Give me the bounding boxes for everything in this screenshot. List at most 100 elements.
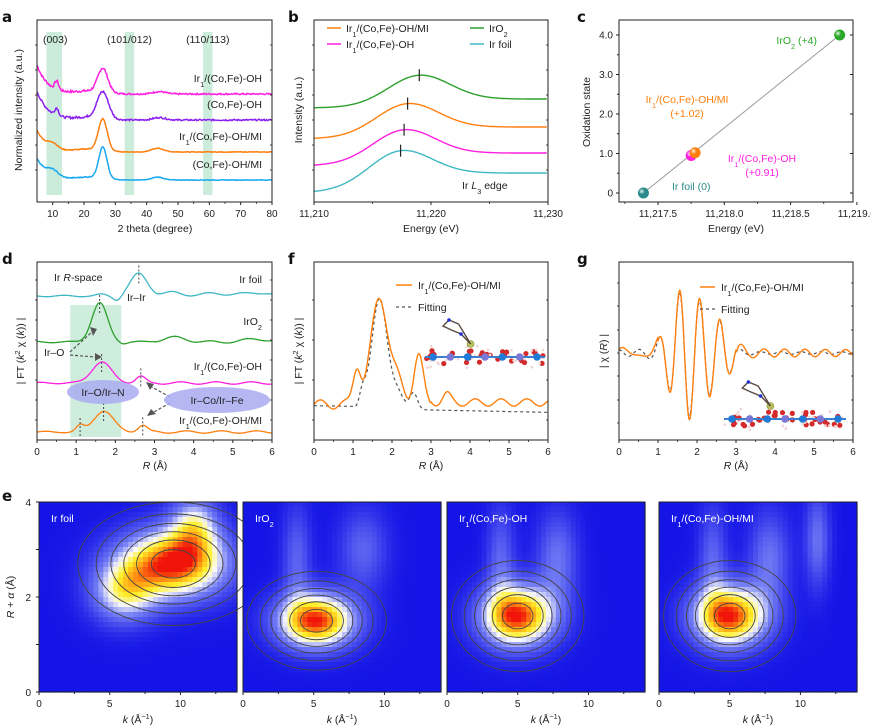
heatmap-cell (361, 672, 368, 678)
heatmap-cell (88, 537, 95, 543)
heatmap-cell (381, 567, 388, 573)
heatmap-cell (416, 627, 422, 633)
heatmap-cell (202, 617, 208, 623)
heatmap-cell (182, 572, 189, 578)
heatmap-cell (447, 507, 453, 513)
heatmap-cell (501, 527, 507, 533)
heatmap-cell (346, 517, 353, 523)
heatmap-cell (282, 652, 289, 658)
heatmap-cell (243, 527, 249, 533)
heatmap-cell (39, 527, 45, 533)
heatmap-cell (162, 682, 169, 688)
heatmap-cell (227, 537, 233, 543)
heatmap-cell (297, 677, 303, 683)
heatmap-cell (207, 637, 213, 643)
heatmap-cell (565, 527, 572, 533)
heatmap-cell (371, 522, 378, 528)
heatmap-cell (391, 547, 398, 553)
heatmap-cell (322, 542, 328, 548)
heatmap-cell (431, 602, 437, 608)
heatmap-cell (307, 652, 313, 658)
heatmap-cell (366, 642, 373, 648)
heatmap-cell (93, 662, 99, 668)
heatmap-cell (342, 622, 348, 628)
heatmap-cell (78, 622, 85, 628)
heatmap-cell (560, 617, 567, 623)
heatmap-cell (630, 682, 636, 688)
heatmap-cell (605, 687, 611, 693)
heatmap-cell (391, 647, 398, 653)
heatmap-cell (486, 587, 493, 593)
heatmap-cell (550, 677, 557, 683)
heatmap-cell (222, 562, 228, 568)
heatmap-cell (605, 522, 611, 528)
heatmap-cell (317, 647, 323, 653)
heatmap-cell (187, 532, 194, 538)
heatmap-cell (391, 512, 398, 518)
heatmap-cell (386, 587, 393, 593)
heatmap-cell (560, 527, 567, 533)
heatmap-cell (88, 632, 95, 638)
heatmap-cell (307, 552, 313, 558)
heatmap-cell (277, 607, 284, 613)
x-tick-label: 4 (191, 447, 197, 458)
heatmap-cell (436, 517, 442, 523)
heatmap-cell (337, 612, 343, 618)
heatmap-cell (570, 537, 577, 543)
heatmap-cell (391, 597, 398, 603)
heatmap-cell (222, 572, 228, 578)
heatmap-cell (541, 522, 547, 528)
heatmap-cell (436, 677, 442, 683)
heatmap-cell (177, 567, 184, 573)
heatmap-cell (113, 567, 119, 573)
heatmap-cell (177, 662, 184, 668)
heatmap-cell (366, 607, 373, 613)
heatmap-cell (147, 657, 154, 663)
heatmap-cell (555, 652, 562, 658)
heatmap-cell (605, 572, 611, 578)
heatmap-cell (481, 577, 488, 583)
heatmap-cell (192, 662, 198, 668)
heatmap-cell (108, 617, 114, 623)
heatmap-cell (88, 582, 95, 588)
heatmap-cell (411, 532, 417, 538)
heatmap-cell (337, 567, 343, 573)
heatmap-cell (447, 672, 453, 678)
heatmap-cell (630, 547, 636, 553)
heatmap-cell (43, 577, 50, 583)
heatmap-cell (232, 532, 238, 538)
heatmap-cell (152, 587, 159, 593)
heatmap-cell (541, 547, 547, 553)
heatmap-cell (431, 517, 437, 523)
heatmap-cell (157, 517, 164, 523)
heatmap-cell (217, 637, 223, 643)
heatmap-cell (247, 622, 254, 628)
heatmap-cell (536, 557, 542, 563)
heatmap-cell (53, 642, 60, 648)
heatmap-cell (585, 682, 592, 688)
heatmap-cell (182, 677, 189, 683)
heatmap-cell (376, 547, 383, 553)
heatmap-cell (167, 512, 174, 518)
heatmap-cell (356, 567, 363, 573)
heatmap-cell (88, 597, 95, 603)
heatmap-cell (207, 662, 213, 668)
heatmap-cell (456, 527, 463, 533)
heatmap-cell (152, 602, 159, 608)
heatmap-cell (376, 512, 383, 518)
heatmap-cell (491, 567, 498, 573)
heatmap-cell (262, 682, 269, 688)
heatmap-cell (123, 567, 129, 573)
heatmap-cell (73, 502, 80, 508)
heatmap-cell (481, 537, 488, 543)
heatmap-cell (78, 647, 85, 653)
heatmap-cell (197, 522, 203, 528)
heatmap-cell (302, 677, 308, 683)
heatmap-cell (496, 517, 503, 523)
heatmap-cell (287, 592, 294, 598)
heatmap-cell (88, 677, 95, 683)
heatmap-cell (108, 587, 114, 593)
heatmap-cell (162, 502, 169, 508)
heatmap-cell (516, 637, 522, 643)
heatmap-cell (456, 687, 463, 693)
